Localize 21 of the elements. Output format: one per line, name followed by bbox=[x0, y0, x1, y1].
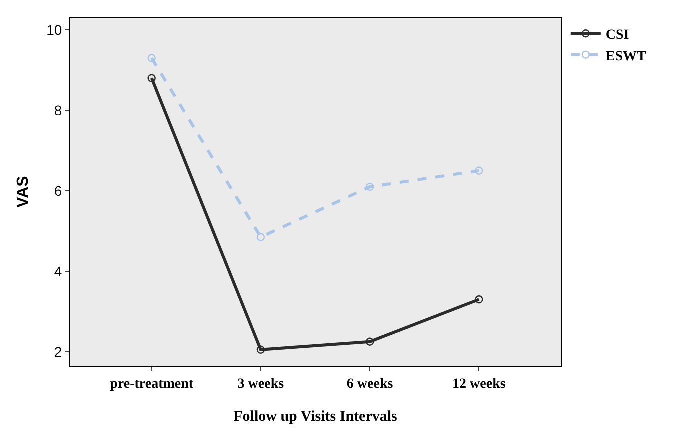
point bbox=[148, 74, 156, 82]
x-tick-label: 3 weeks bbox=[238, 376, 285, 392]
x-tick-label: pre-treatment bbox=[110, 376, 194, 392]
x-tick-label: 6 weeks bbox=[346, 376, 394, 392]
point bbox=[475, 166, 484, 175]
point bbox=[148, 54, 156, 62]
point bbox=[366, 182, 374, 192]
point bbox=[366, 338, 374, 346]
point bbox=[256, 233, 266, 242]
y-tick-label: 8 bbox=[54, 102, 62, 118]
x-tick-label: 12 weeks bbox=[452, 376, 506, 392]
point bbox=[256, 346, 266, 354]
legend-label: CSI bbox=[606, 28, 630, 44]
point bbox=[475, 296, 484, 304]
y-tick-label: 10 bbox=[46, 22, 62, 38]
y-tick-label: 6 bbox=[54, 182, 62, 199]
y-tick-label: 2 bbox=[54, 344, 62, 360]
x-axis-title: Follow up Visits Intervals bbox=[234, 409, 398, 425]
legend-label: ESWT bbox=[606, 49, 648, 64]
y-tick-label: 4 bbox=[54, 263, 62, 280]
y-axis-title: VAS bbox=[15, 176, 32, 208]
